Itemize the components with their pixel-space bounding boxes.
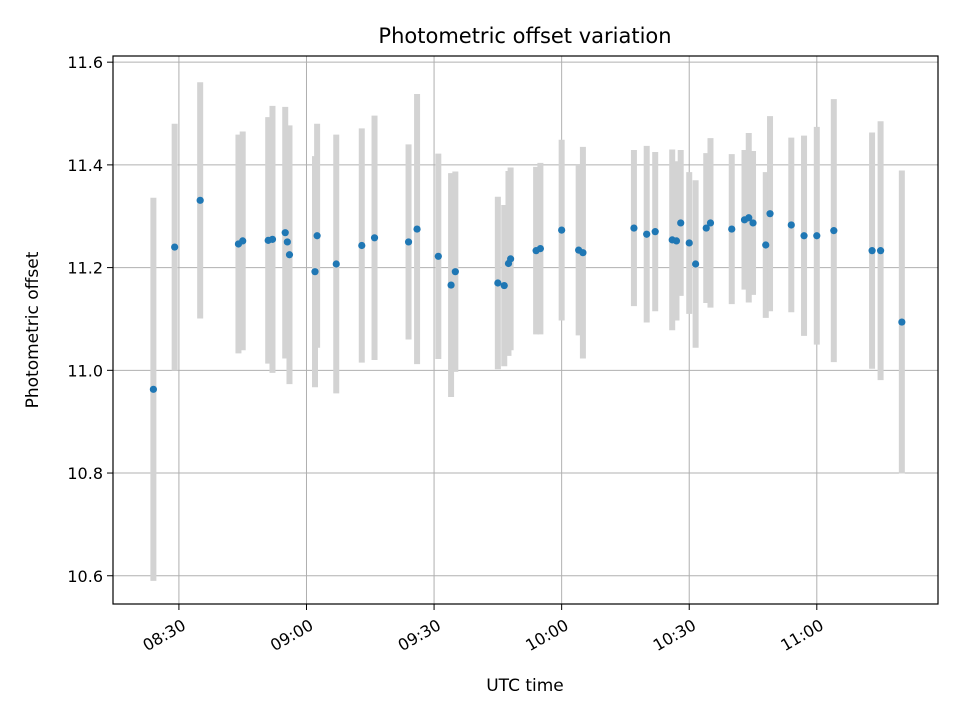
data-point (500, 281, 508, 290)
data-point (451, 268, 459, 276)
y-axis-label: Photometric offset (23, 251, 43, 408)
data-point (692, 260, 700, 268)
data-point (281, 229, 289, 237)
data-point (413, 225, 421, 233)
data-point (800, 232, 808, 240)
data-point (285, 251, 294, 259)
y-tick-label: 11.6 (67, 53, 103, 72)
chart-title: Photometric offset variation (378, 24, 671, 48)
data-point (358, 241, 366, 250)
data-point (677, 219, 685, 227)
data-point (766, 210, 774, 218)
data-point (728, 225, 736, 233)
data-point (685, 239, 693, 247)
data-point (311, 268, 319, 276)
y-tick-label: 10.8 (67, 464, 103, 483)
data-point (762, 241, 770, 249)
data-point (868, 247, 876, 255)
data-point (749, 219, 757, 227)
data-point (434, 252, 442, 260)
data-point (830, 227, 838, 235)
data-point (149, 385, 157, 393)
y-axis-ticks: 10.6 10.8 11.0 11.2 11.4 11.6 (67, 53, 113, 586)
data-point (787, 221, 795, 229)
data-points (149, 196, 906, 393)
data-point (536, 244, 544, 253)
data-point (196, 196, 204, 204)
data-point (171, 243, 179, 251)
data-point (283, 238, 291, 246)
data-point (404, 238, 413, 246)
data-point (239, 237, 247, 245)
y-tick-label: 11.4 (67, 156, 103, 175)
data-point (702, 224, 710, 232)
data-point (370, 234, 379, 242)
data-point (507, 255, 515, 263)
data-point (313, 232, 321, 240)
data-point (898, 318, 906, 326)
data-point (876, 247, 885, 255)
data-point (643, 230, 651, 238)
data-point (579, 249, 587, 257)
data-point (494, 279, 502, 287)
data-point (447, 281, 455, 289)
data-point (813, 232, 821, 240)
y-tick-label: 10.6 (67, 567, 103, 586)
plot-frame (112, 55, 939, 605)
data-point (558, 226, 566, 234)
data-point (672, 237, 681, 245)
data-point (745, 214, 753, 222)
data-point (706, 219, 715, 227)
y-tick-label: 11.0 (67, 361, 103, 380)
data-point (332, 260, 340, 268)
data-point (630, 224, 638, 232)
x-axis-label: UTC time (486, 676, 564, 696)
data-point (651, 228, 659, 236)
data-point (268, 235, 277, 243)
y-tick-label: 11.2 (67, 259, 103, 278)
